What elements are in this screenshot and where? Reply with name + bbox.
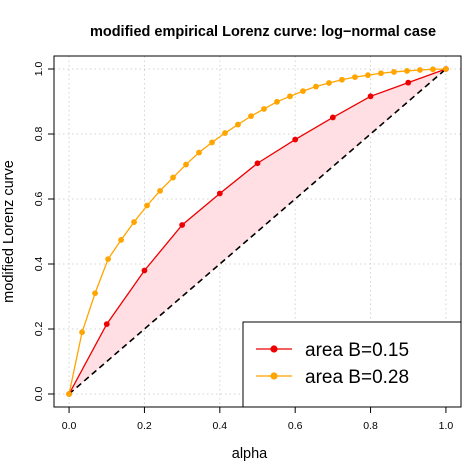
series-1-point-20 [326, 80, 332, 86]
x-tick-label-4: 0.8 [363, 420, 378, 432]
chart-title: modified empirical Lorenz curve: log−nor… [90, 24, 436, 40]
series-0-point-2 [141, 267, 148, 274]
y-tick-label-1: 0.2 [33, 322, 45, 337]
x-tick-label-1: 0.2 [137, 420, 152, 432]
y-tick-label-4: 0.8 [33, 127, 45, 142]
y-tick-label-0: 0.0 [33, 387, 45, 402]
series-1-point-6 [144, 202, 150, 209]
series-1-point-15 [261, 106, 267, 112]
series-1-point-2 [92, 290, 98, 297]
series-1-point-0 [66, 391, 72, 397]
series-1-point-21 [339, 76, 345, 83]
series-1-point-5 [131, 219, 137, 225]
legend-marker-1 [270, 372, 278, 380]
y-axis-label: modified Lorenz curve [1, 160, 17, 303]
equality-diagonal [68, 68, 447, 395]
series-1-point-27 [417, 67, 423, 73]
series-1-point-24 [378, 70, 384, 77]
series-1-point-25 [391, 69, 397, 75]
series-1-point-7 [157, 187, 163, 194]
series-1-point-26 [404, 68, 410, 74]
series-points [66, 66, 449, 397]
x-axis-label: alpha [232, 446, 268, 462]
x-tick-label-5: 1.0 [439, 420, 454, 432]
series-0-point-1 [103, 321, 110, 328]
series-0-point-6 [292, 136, 299, 143]
legend-label-1: area B=0.28 [305, 367, 409, 388]
series-1-point-29 [443, 66, 449, 72]
series-1-point-17 [287, 93, 293, 100]
series-1-point-22 [352, 74, 358, 81]
y-tick-label-2: 0.4 [33, 257, 45, 272]
series-0-point-4 [216, 190, 223, 197]
series-1-point-11 [209, 139, 215, 146]
series-1-point-18 [300, 88, 306, 94]
x-tick-label-3: 0.6 [288, 420, 303, 432]
series-1-point-1 [79, 329, 85, 336]
series-1-point-19 [313, 83, 319, 90]
series-1-point-13 [235, 121, 241, 128]
series-1-point-12 [222, 130, 228, 136]
series-0-point-3 [179, 222, 186, 228]
legend-marker-0 [270, 345, 278, 353]
series-0-point-7 [329, 114, 336, 121]
series-1-point-3 [105, 256, 111, 263]
series-0-point-9 [405, 79, 412, 86]
series-1-point-23 [365, 72, 371, 79]
x-tick-label-0: 0.0 [62, 420, 77, 432]
series-1-point-16 [274, 98, 280, 105]
y-tick-label-3: 0.6 [33, 192, 45, 207]
legend: area B=0.15 area B=0.28 [242, 321, 462, 408]
series-1-point-4 [118, 237, 124, 243]
series-1-point-14 [248, 113, 254, 120]
series-1-point-8 [170, 174, 176, 181]
x-tick-label-2: 0.4 [213, 420, 228, 432]
series-1-point-28 [430, 66, 436, 73]
series-0-point-5 [254, 160, 261, 167]
series-1-point-10 [196, 149, 202, 156]
legend-box [242, 321, 462, 408]
legend-label-0: area B=0.15 [305, 340, 409, 361]
series-1-point-9 [183, 161, 189, 168]
y-tick-label-5: 1.0 [33, 62, 45, 77]
series-0-point-8 [367, 93, 374, 100]
